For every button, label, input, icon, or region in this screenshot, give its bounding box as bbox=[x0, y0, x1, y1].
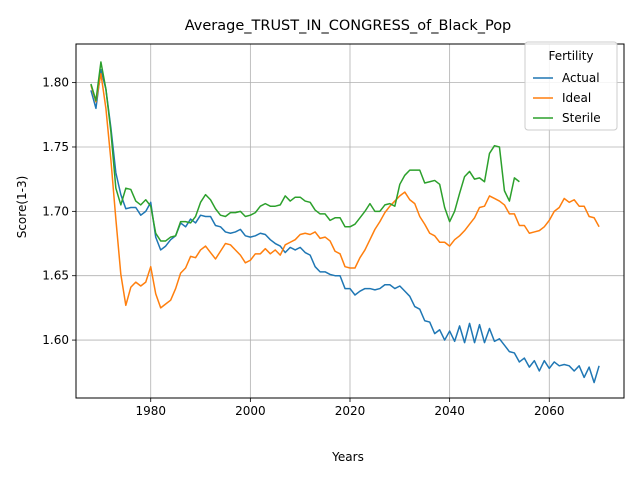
series-line-sterile bbox=[90, 61, 520, 242]
y-tick-label: 1.70 bbox=[42, 204, 69, 218]
x-tick-label: 2000 bbox=[235, 404, 266, 418]
x-axis-label: Years bbox=[331, 450, 364, 464]
y-tick-label: 1.75 bbox=[42, 140, 69, 154]
legend-title: Fertility bbox=[548, 49, 593, 63]
x-tick-label: 1980 bbox=[135, 404, 166, 418]
y-axis-label: Score(1-3) bbox=[15, 176, 29, 239]
chart-title: Average_TRUST_IN_CONGRESS_of_Black_Pop bbox=[185, 18, 512, 34]
x-tick-label: 2060 bbox=[534, 404, 565, 418]
axis-ticks: 1980 2000 2020 2040 2060 1.60 1.65 1.70 1.75 1.80 bbox=[42, 76, 564, 418]
legend: Fertility Actual Ideal Sterile bbox=[524, 41, 618, 131]
series-line-ideal bbox=[90, 72, 600, 309]
series-lines bbox=[90, 61, 600, 384]
legend-label-ideal: Ideal bbox=[562, 91, 591, 105]
legend-box bbox=[524, 41, 618, 131]
x-tick-label: 2040 bbox=[434, 404, 465, 418]
x-tick-label: 2020 bbox=[335, 404, 366, 418]
legend-label-sterile: Sterile bbox=[562, 111, 601, 125]
y-tick-label: 1.60 bbox=[42, 333, 69, 347]
y-tick-label: 1.80 bbox=[42, 76, 69, 90]
legend-label-actual: Actual bbox=[562, 71, 600, 85]
y-tick-label: 1.65 bbox=[42, 269, 69, 283]
